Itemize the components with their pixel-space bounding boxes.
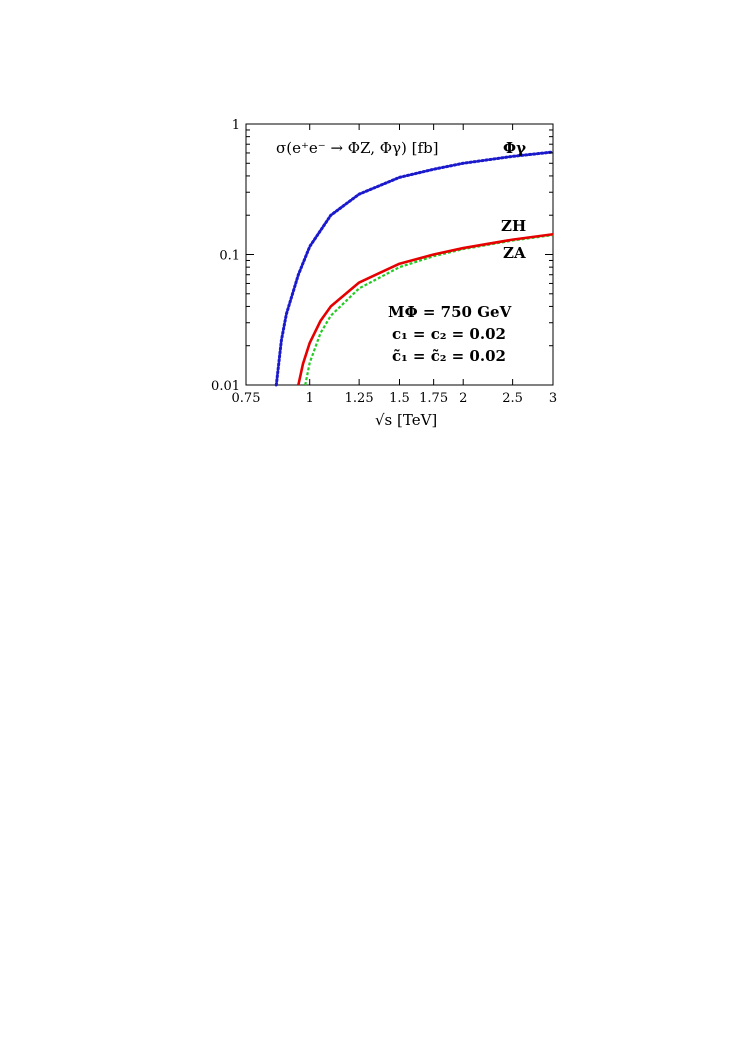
labels: σ(e⁺e⁻ → ΦZ, Φγ) [fb] Φγ ZH ZA MΦ = 750 … [276, 139, 526, 429]
x-tick-label: 1.75 [419, 391, 448, 406]
annotation-phigamma: Φγ [503, 139, 526, 157]
axes: 0.75 1 1.25 1.5 1.75 2 2.5 3 0.01 0.1 1 [211, 118, 557, 406]
annotation-za: ZA [503, 244, 526, 262]
series-layer [274, 150, 555, 387]
y-tick-label: 1 [232, 118, 240, 133]
annotation-mass: MΦ = 750 GeV [388, 303, 512, 321]
x-tick-label: 1.5 [389, 391, 410, 406]
y-tick-label: 0.01 [211, 379, 240, 394]
x-tick-label: 1.25 [345, 391, 374, 406]
annotation-ctilde: c̃₁ = c̃₂ = 0.02 [392, 347, 506, 365]
y-tick-label: 0.1 [219, 249, 240, 264]
series-line-ZH [297, 232, 554, 386]
x-tick-label: 2 [459, 391, 467, 406]
x-tick-label: 0.75 [232, 391, 261, 406]
annotation-zh: ZH [501, 217, 526, 235]
annotation-c12: c₁ = c₂ = 0.02 [392, 325, 506, 343]
x-axis-label: √s [TeV] [375, 411, 437, 429]
chart-title: σ(e⁺e⁻ → ΦZ, Φγ) [fb] [276, 139, 439, 157]
series-line-Φγ [274, 150, 555, 387]
x-tick-label: 2.5 [502, 391, 523, 406]
x-tick-label: 1 [306, 391, 314, 406]
x-tick-label: 3 [549, 391, 557, 406]
